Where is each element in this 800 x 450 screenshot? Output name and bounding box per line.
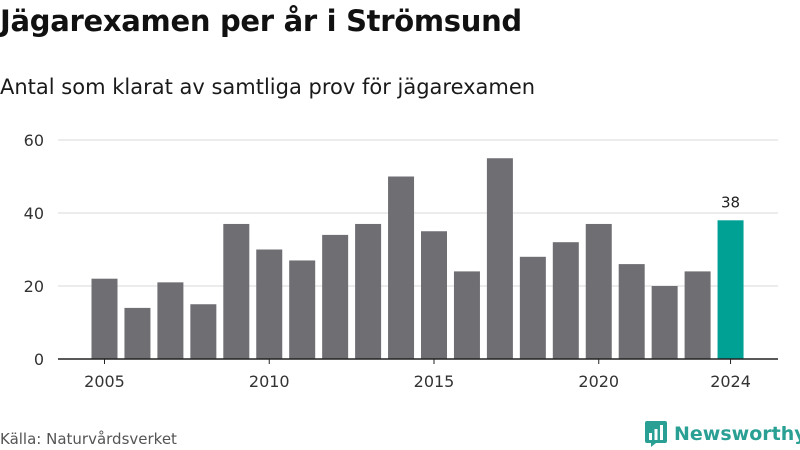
y-tick-label: 0 bbox=[34, 350, 44, 369]
annotations: 38 bbox=[721, 193, 740, 211]
brand-name: Newsworthy bbox=[674, 423, 800, 445]
y-tick-label: 40 bbox=[24, 204, 44, 223]
x-axis-tick-labels: 2005 2010 2015 2020 2024 bbox=[84, 372, 751, 391]
newsworthy-logo-icon bbox=[645, 421, 667, 447]
x-tick-label: 2015 bbox=[414, 372, 455, 391]
bar-2020 bbox=[585, 223, 612, 359]
data-label-2024: 38 bbox=[721, 193, 740, 211]
bar-2008 bbox=[190, 304, 217, 359]
bar-2022 bbox=[651, 286, 678, 359]
bar-2023 bbox=[684, 271, 711, 359]
bar-2014 bbox=[388, 176, 415, 359]
y-tick-label: 20 bbox=[24, 277, 44, 296]
bar-2024 bbox=[717, 220, 744, 359]
chart-subtitle: Antal som klarat av samtliga prov för jä… bbox=[0, 75, 536, 99]
brand-logo[interactable]: Newsworthy bbox=[644, 420, 800, 448]
x-tick-label: 2010 bbox=[249, 372, 290, 391]
x-tick-label: 2005 bbox=[84, 372, 125, 391]
bars bbox=[91, 158, 744, 359]
bar-2006 bbox=[124, 307, 151, 359]
chart-title: Jägarexamen per år i Strömsund bbox=[0, 4, 522, 38]
bar-2016 bbox=[453, 271, 480, 359]
x-tick-label: 2024 bbox=[710, 372, 751, 391]
bar-chart: 0 20 40 60 2005 2010 2015 2020 2024 38 bbox=[24, 131, 778, 391]
bar-2018 bbox=[519, 256, 546, 359]
bar-2011 bbox=[289, 260, 316, 359]
bar-2012 bbox=[322, 234, 349, 359]
bar-2019 bbox=[552, 242, 579, 359]
bar-2021 bbox=[618, 264, 645, 359]
bar-2005 bbox=[91, 278, 118, 359]
bar-2007 bbox=[157, 282, 184, 359]
bar-2017 bbox=[486, 158, 513, 359]
source-note: Källa: Naturvårdsverket bbox=[0, 430, 177, 448]
bar-2009 bbox=[223, 223, 250, 359]
bar-2015 bbox=[421, 231, 447, 359]
y-axis-tick-labels: 0 20 40 60 bbox=[24, 131, 44, 369]
x-axis bbox=[58, 358, 778, 364]
x-tick-label: 2020 bbox=[578, 372, 619, 391]
gridlines bbox=[58, 139, 778, 287]
y-tick-label: 60 bbox=[24, 131, 44, 150]
bar-2013 bbox=[355, 223, 382, 359]
bar-2010 bbox=[256, 249, 283, 359]
